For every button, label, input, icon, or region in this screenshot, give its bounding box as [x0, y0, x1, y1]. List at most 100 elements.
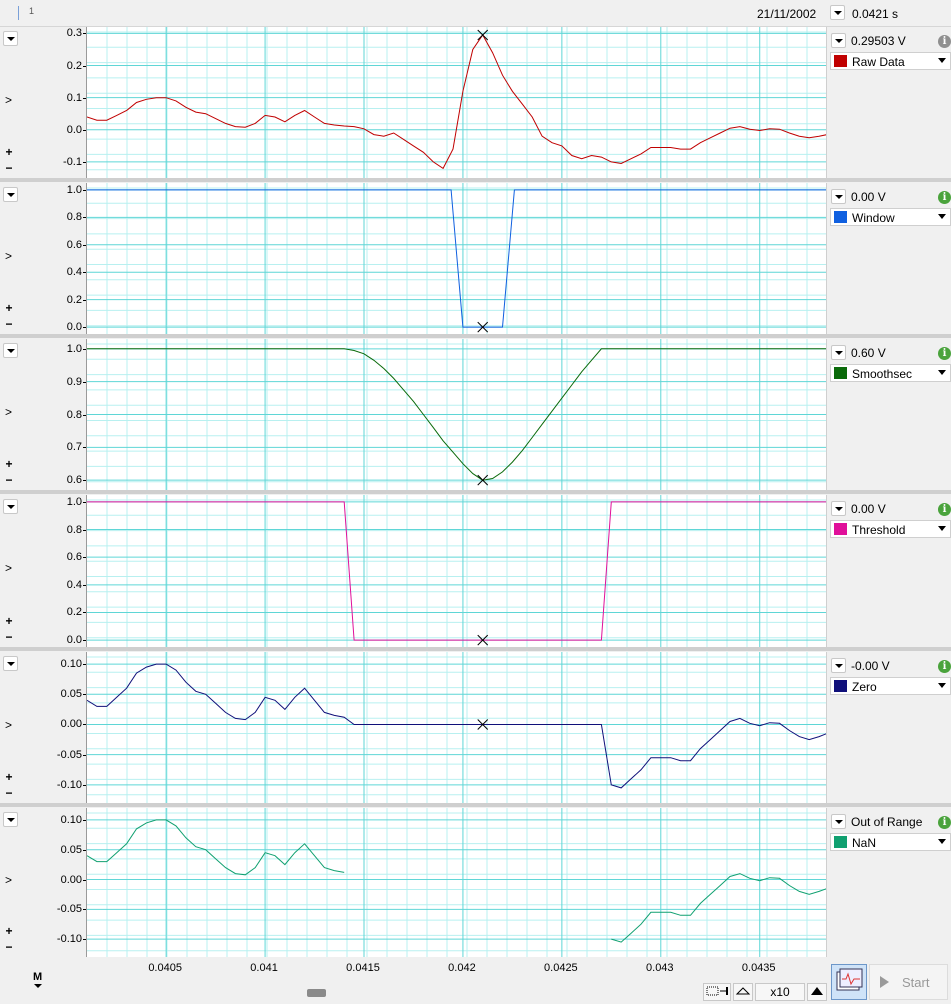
y-zoom-out-button[interactable]: − — [5, 161, 13, 175]
y-zoom-in-button[interactable]: + — [5, 145, 13, 159]
channel-value: 0.29503 V — [851, 34, 906, 48]
channel-name: NaN — [852, 836, 877, 850]
zoom-factor-display[interactable]: x10 — [755, 983, 805, 1001]
value-dropdown-button[interactable] — [831, 345, 846, 360]
channel-name-select[interactable]: NaN — [830, 833, 951, 851]
y-tick-label: 0.2 — [22, 294, 86, 306]
y-zoom-out-button[interactable]: − — [5, 630, 13, 644]
series-line-raw — [87, 34, 826, 170]
zoom-out-button[interactable] — [733, 983, 753, 1001]
panel-divider[interactable] — [0, 334, 951, 338]
channel-menu-button[interactable] — [3, 656, 18, 671]
expand-chevron-icon[interactable]: > — [5, 248, 13, 263]
channel-menu-button[interactable] — [3, 343, 18, 358]
y-zoom-out-button[interactable]: − — [5, 317, 13, 331]
channel-value: Out of Range — [851, 815, 923, 829]
channel-menu-button[interactable] — [3, 499, 18, 514]
channel-name-select[interactable]: Smoothsec — [830, 364, 951, 382]
scope-icon — [836, 968, 863, 991]
panel-divider[interactable] — [0, 178, 951, 182]
scope-view-button[interactable] — [831, 964, 867, 1000]
channel-menu-button[interactable] — [3, 187, 18, 202]
top-toolbar: 1 21/11/2002 0.0421 s — [0, 0, 951, 27]
expand-chevron-icon[interactable]: > — [5, 717, 13, 732]
start-button[interactable]: Start — [869, 964, 948, 1000]
channel-name-select[interactable]: Window — [830, 208, 951, 226]
series-line-window — [87, 189, 826, 328]
channel-name: Threshold — [852, 523, 906, 537]
channel-panel-smooth: > + − 1.0 0.9 0.8 0.7 0.6 0.60 V i Smoothsec — [0, 339, 951, 490]
channel-color-swatch — [834, 523, 847, 535]
value-dropdown-button[interactable] — [831, 658, 846, 673]
y-zoom-in-button[interactable]: + — [5, 924, 13, 938]
y-tick-label: 0.6 — [22, 551, 86, 563]
y-tick-label: 0.6 — [22, 474, 86, 486]
channel-panel-oor: > + − 0.10 0.05 0.00 -0.05 -0.10 Out of Range i Na… — [0, 808, 951, 957]
channel-info-column: -0.00 V i Zero — [826, 652, 951, 803]
expand-chevron-icon[interactable]: > — [5, 872, 13, 887]
y-axis-column: > + − 0.10 0.05 0.00 -0.05 -0.10 — [0, 652, 86, 803]
y-zoom-out-button[interactable]: − — [5, 786, 13, 800]
cursor-marker[interactable] — [18, 6, 19, 20]
info-icon[interactable]: i — [938, 816, 951, 829]
plot-area[interactable] — [86, 339, 826, 490]
channel-name-select[interactable]: Raw Data — [830, 52, 951, 70]
panel-divider[interactable] — [0, 490, 951, 494]
value-dropdown-button[interactable] — [831, 189, 846, 204]
channel-panel-zero: > + − 0.10 0.05 0.00 -0.05 -0.10 -0.00 V i Zero — [0, 652, 951, 803]
plot-area[interactable] — [86, 495, 826, 647]
plot-area[interactable] — [86, 183, 826, 334]
time-dropdown-button[interactable] — [830, 5, 845, 20]
info-icon[interactable]: i — [938, 660, 951, 673]
y-tick-label: 0.2 — [22, 606, 86, 618]
y-tick-label: -0.10 — [22, 779, 86, 791]
value-dropdown-button[interactable] — [831, 33, 846, 48]
y-tick-label: 0.1 — [22, 92, 86, 104]
y-zoom-out-button[interactable]: − — [5, 940, 13, 954]
waveform-chart — [87, 495, 826, 647]
channel-panel-raw: > + − 0.3 0.2 0.1 0.0 -0.1 0.29503 V i Raw Data — [0, 27, 951, 178]
x-tick-label: 0.0435 — [741, 962, 776, 974]
waveform-chart — [87, 652, 826, 803]
channel-value: -0.00 V — [851, 659, 890, 673]
info-icon[interactable]: i — [938, 503, 951, 516]
expand-chevron-icon[interactable]: > — [5, 561, 13, 575]
horizontal-scroll-thumb[interactable] — [307, 989, 326, 997]
zoom-in-icon — [811, 987, 823, 995]
y-zoom-out-button[interactable]: − — [5, 473, 13, 487]
y-zoom-in-button[interactable]: + — [5, 301, 13, 315]
info-icon[interactable]: i — [938, 191, 951, 204]
play-icon — [880, 976, 889, 988]
y-zoom-in-button[interactable]: + — [5, 614, 13, 628]
marker-button[interactable]: M — [33, 971, 43, 988]
chevron-down-icon — [938, 526, 946, 531]
plot-area[interactable] — [86, 808, 826, 957]
chevron-down-icon — [938, 58, 946, 63]
y-zoom-in-button[interactable]: + — [5, 457, 13, 471]
channel-color-swatch — [834, 836, 847, 848]
panel-divider[interactable] — [0, 647, 951, 651]
expand-chevron-icon[interactable]: > — [5, 404, 13, 419]
x-tick-label: 0.0425 — [544, 962, 578, 974]
expand-chevron-icon[interactable]: > — [5, 92, 13, 107]
y-zoom-in-button[interactable]: + — [5, 770, 13, 784]
channel-menu-button[interactable] — [3, 812, 18, 827]
plot-area[interactable] — [86, 27, 826, 178]
waveform-chart — [87, 183, 826, 334]
channel-name-select[interactable]: Threshold — [830, 520, 951, 538]
channel-name: Window — [852, 211, 895, 225]
info-icon[interactable]: i — [938, 35, 951, 48]
info-icon[interactable]: i — [938, 347, 951, 360]
waveform-chart — [87, 339, 826, 490]
plot-area[interactable] — [86, 652, 826, 803]
value-dropdown-button[interactable] — [831, 814, 846, 829]
panel-divider[interactable] — [0, 803, 951, 807]
fit-view-button[interactable] — [703, 983, 731, 1001]
channel-menu-button[interactable] — [3, 31, 18, 46]
channel-name-select[interactable]: Zero — [830, 677, 951, 695]
channel-color-swatch — [834, 367, 847, 379]
waveform-chart — [87, 808, 826, 957]
value-dropdown-button[interactable] — [831, 501, 846, 516]
y-tick-label: 0.8 — [22, 409, 86, 421]
zoom-in-button[interactable] — [807, 983, 827, 1001]
